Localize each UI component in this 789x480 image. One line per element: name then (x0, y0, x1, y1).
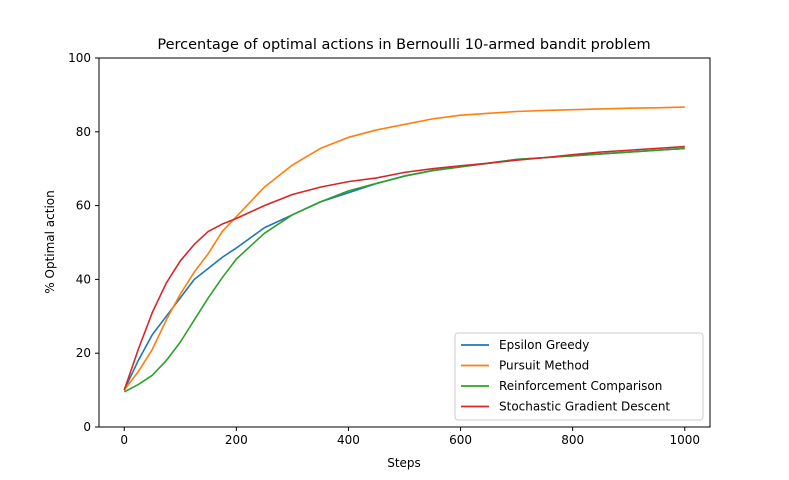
x-tick-label: 200 (225, 433, 248, 447)
x-tick-label: 1000 (670, 433, 701, 447)
y-axis: 0 20 40 60 80 100 (68, 51, 99, 434)
x-tick-label: 600 (449, 433, 472, 447)
legend-label: Epsilon Greedy (499, 338, 589, 352)
series-line-pursuit-method (123, 106, 685, 391)
legend: Epsilon Greedy Pursuit Method Reinforcemen… (454, 332, 704, 421)
x-axis: 0 200 400 600 800 1000 (120, 427, 700, 447)
plot-frame (98, 57, 711, 428)
y-axis-label: % Optimal action (43, 190, 57, 293)
x-axis-label: Steps (387, 456, 421, 470)
legend-box (454, 332, 704, 421)
legend-label: Pursuit Method (499, 359, 589, 373)
series-layer (123, 106, 685, 393)
y-tick-label: 40 (76, 272, 91, 286)
chart-title: Percentage of optimal actions in Bernoul… (157, 37, 650, 53)
y-tick-label: 20 (76, 346, 91, 360)
series-line-reinforcement-comparison (123, 147, 685, 393)
x-tick-label: 800 (561, 433, 584, 447)
y-tick-label: 100 (68, 51, 91, 65)
y-tick-label: 80 (76, 125, 91, 139)
y-tick-label: 60 (76, 199, 91, 213)
x-tick-label: 0 (120, 433, 128, 447)
x-tick-label: 400 (337, 433, 360, 447)
y-tick-label: 0 (83, 420, 91, 434)
series-line-stochastic-gradient-descent (123, 145, 685, 391)
legend-label: Stochastic Gradient Descent (499, 400, 670, 414)
legend-label: Reinforcement Comparison (499, 379, 662, 393)
